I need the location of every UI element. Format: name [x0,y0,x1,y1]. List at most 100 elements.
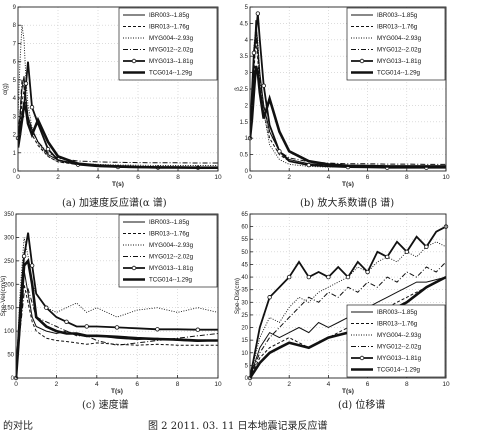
series-marker [404,249,409,255]
caption-b: (b) 放大系数谱(β 谱) [300,198,395,209]
y-tick-label: 4 [245,38,249,44]
y-tick-label: 20 [241,326,248,332]
y-tick-label: 0 [245,169,249,175]
legend-label-6: TCG014--1.29g [149,70,193,77]
series-marker [64,319,69,324]
legend-label-3: MYG004--2.93g [377,332,422,339]
legend-label-4: MYG012--2.02g [149,47,194,54]
caption-d: (d) 位移谱 [338,400,386,411]
series-marker [155,327,160,332]
x-tick-label: 10 [214,174,222,181]
y-tick-label: 50 [241,250,248,256]
legend: IBR003--1.85g IBR013--1.76g MYG004--2.93g M… [346,304,446,378]
x-axis-label: T(s) [111,388,123,395]
y-tick-label: 2.5 [240,87,249,93]
x-tick-label: 10 [442,174,450,181]
x-tick-label: 0 [14,381,18,388]
y-tick-label: 350 [4,212,15,218]
y-tick-label: 2 [13,133,17,139]
legend-label-5: MYG013--1.81g [149,58,194,65]
legend-label-2: IBR013--1.76g [377,24,418,31]
legend-label-1: IBR003--1.85g [149,219,190,226]
legend-marker [131,58,137,64]
y-tick-label: 25 [241,313,248,319]
y-tick-label: 40 [241,275,248,281]
x-tick-label: 4 [327,381,331,388]
y-tick-label: 9 [13,5,17,11]
series-line-6 [18,101,218,169]
series-line-1 [18,76,218,168]
x-tick-label: 6 [366,381,370,388]
x-tick-label: 8 [176,174,180,181]
y-tick-label: 5 [13,78,17,84]
y-tick-label: 10 [241,351,248,357]
series-marker [277,149,282,154]
series-marker [251,50,257,56]
y-tick-label: 6 [13,60,17,66]
series-marker [45,146,51,152]
legend-marker [359,58,365,64]
y-tick-label: 0 [245,376,249,382]
legend-label-3: MYG004--2.93g [377,35,422,42]
x-tick-label: 2 [287,381,291,388]
legend-label-6: TCG014--1.29g [377,367,421,374]
x-tick-label: 4 [327,174,331,181]
x-tick-label: 10 [442,381,450,388]
series-line-4 [250,261,446,378]
y-axis-label: β [234,87,241,91]
series-marker [255,11,261,16]
caption-c: (c) 速度谱 [82,400,129,411]
plot-frame [249,213,447,379]
legend-label-3: MYG004--2.93g [149,242,194,249]
y-tick-label: 3 [13,114,17,120]
y-tick-label: 200 [4,282,15,288]
y-axis-label: Spe-Dis(cm) [234,278,241,314]
legend-label-5: MYG013--1.81g [377,58,422,65]
x-tick-label: 0 [16,174,20,181]
series-line-6 [16,257,218,378]
x-tick-label: 8 [405,381,409,388]
series-marker [424,244,429,249]
y-tick-label: 3.5 [240,54,249,60]
legend-label-5: MYG013--1.81g [377,355,422,362]
series-line-4 [16,287,218,378]
x-tick-label: 4 [95,381,99,388]
series-marker [267,295,272,300]
chart-d: 0 2 4 6 8 10 0 5 10 15 20 25 30 35 40 45 50 55 60 65 T(s) Spe… [234,212,450,395]
y-tick-label: 0 [11,376,15,382]
series-marker [306,162,311,168]
legend-label-6: TCG014--1.29g [149,277,193,284]
legend-label-1: IBR003--1.85g [377,309,418,316]
x-tick-label: 2 [56,174,60,181]
series-line-2 [16,284,218,378]
y-tick-label: 1.5 [240,120,249,126]
plot-frame [15,213,219,379]
series-marker [345,274,351,280]
y-tick-label: 3 [245,71,249,77]
series-marker [261,83,266,88]
x-tick-label: 8 [176,381,180,388]
legend-box [118,7,218,81]
y-tick-label: 150 [4,306,15,312]
chart-c: 0 2 4 6 8 10050100150200250300350T(s)Spe-Vel(… [0,212,222,395]
series-marker [21,253,27,259]
legend-label-2: IBR013--1.76g [149,24,190,31]
series-marker [44,305,49,310]
x-axis-label: T(s) [112,181,124,188]
figure-title: 图 2 2011. 03. 11 日本地震记录反应谱 [148,421,328,432]
series-line-4 [250,33,446,165]
legend-label-2: IBR013--1.76g [377,321,418,328]
legend-marker [359,355,365,361]
y-tick-label: 45 [241,262,248,268]
series-marker [326,274,331,280]
x-tick-label: 2 [287,174,291,181]
y-tick-label: 4 [13,96,17,102]
series-line-4 [18,79,218,164]
series-marker [287,274,292,280]
x-tick-label: 10 [214,381,222,388]
chart-b: 0 2 4 6 8 10 0 0.5 1 1.5 2 2.5 3 3.5 4 4.5 5 T(s) β IBR003-… [234,5,450,188]
x-axis-label: T(s) [342,181,354,188]
series-line-5 [250,13,446,169]
series-line-2 [250,276,446,378]
